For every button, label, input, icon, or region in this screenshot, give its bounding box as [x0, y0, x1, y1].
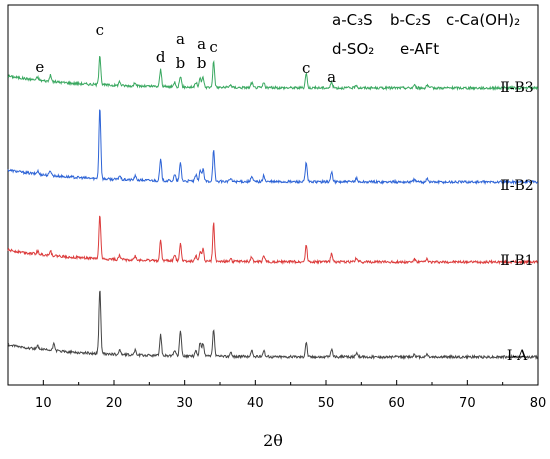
x-tick-label: 20: [106, 396, 123, 411]
peak-label: d: [156, 48, 166, 66]
series-labels: Ⅱ-B3 Ⅱ-B2 Ⅱ-B1 Ⅰ-A: [500, 80, 533, 364]
peak-label: b: [176, 54, 186, 72]
x-tick-label: 60: [388, 396, 405, 411]
series-line-3: [7, 215, 538, 265]
peak-label: e: [35, 58, 44, 76]
legend-entry-c: c-Ca(OH)₂: [446, 11, 520, 29]
legend-entry-a: a-C₃S: [332, 11, 373, 29]
x-axis-title: 2θ: [263, 431, 283, 450]
series-label: Ⅱ-B1: [500, 253, 533, 269]
peak-label: b: [197, 54, 207, 72]
series-label: Ⅰ-A: [507, 348, 528, 364]
series-line-1: [7, 55, 539, 92]
x-tick-label: 40: [247, 396, 264, 411]
peak-label: a: [176, 30, 185, 48]
x-tick-label: 50: [318, 396, 335, 411]
peak-label: c: [96, 21, 104, 39]
legend-entry-b: b-C₂S: [390, 11, 431, 29]
peak-label: a: [327, 68, 336, 86]
series-line-2: [7, 109, 539, 186]
legend-entry-e: e-AFt: [400, 40, 439, 58]
series-label: Ⅱ-B2: [500, 178, 533, 194]
peak-label: a: [197, 35, 206, 53]
x-axis-tick-labels: 10 20 30 40 50 60 70 80: [35, 396, 546, 411]
peak-label: c: [302, 59, 310, 77]
plot-frame: [7, 4, 539, 386]
x-tick-label: 80: [530, 396, 547, 411]
series-label: Ⅱ-B3: [500, 80, 533, 96]
series-group: [7, 55, 539, 361]
series-line-4: [7, 290, 539, 361]
x-tick-label: 10: [35, 396, 52, 411]
x-tick-label: 30: [176, 396, 193, 411]
phase-legend: a-C₃S b-C₂S c-Ca(OH)₂ d-SO₂ e-AFt: [332, 11, 520, 58]
peak-label: c: [209, 38, 217, 56]
x-tick-label: 70: [459, 396, 476, 411]
x-axis-ticks: [7, 380, 539, 385]
legend-entry-d: d-SO₂: [332, 40, 374, 58]
